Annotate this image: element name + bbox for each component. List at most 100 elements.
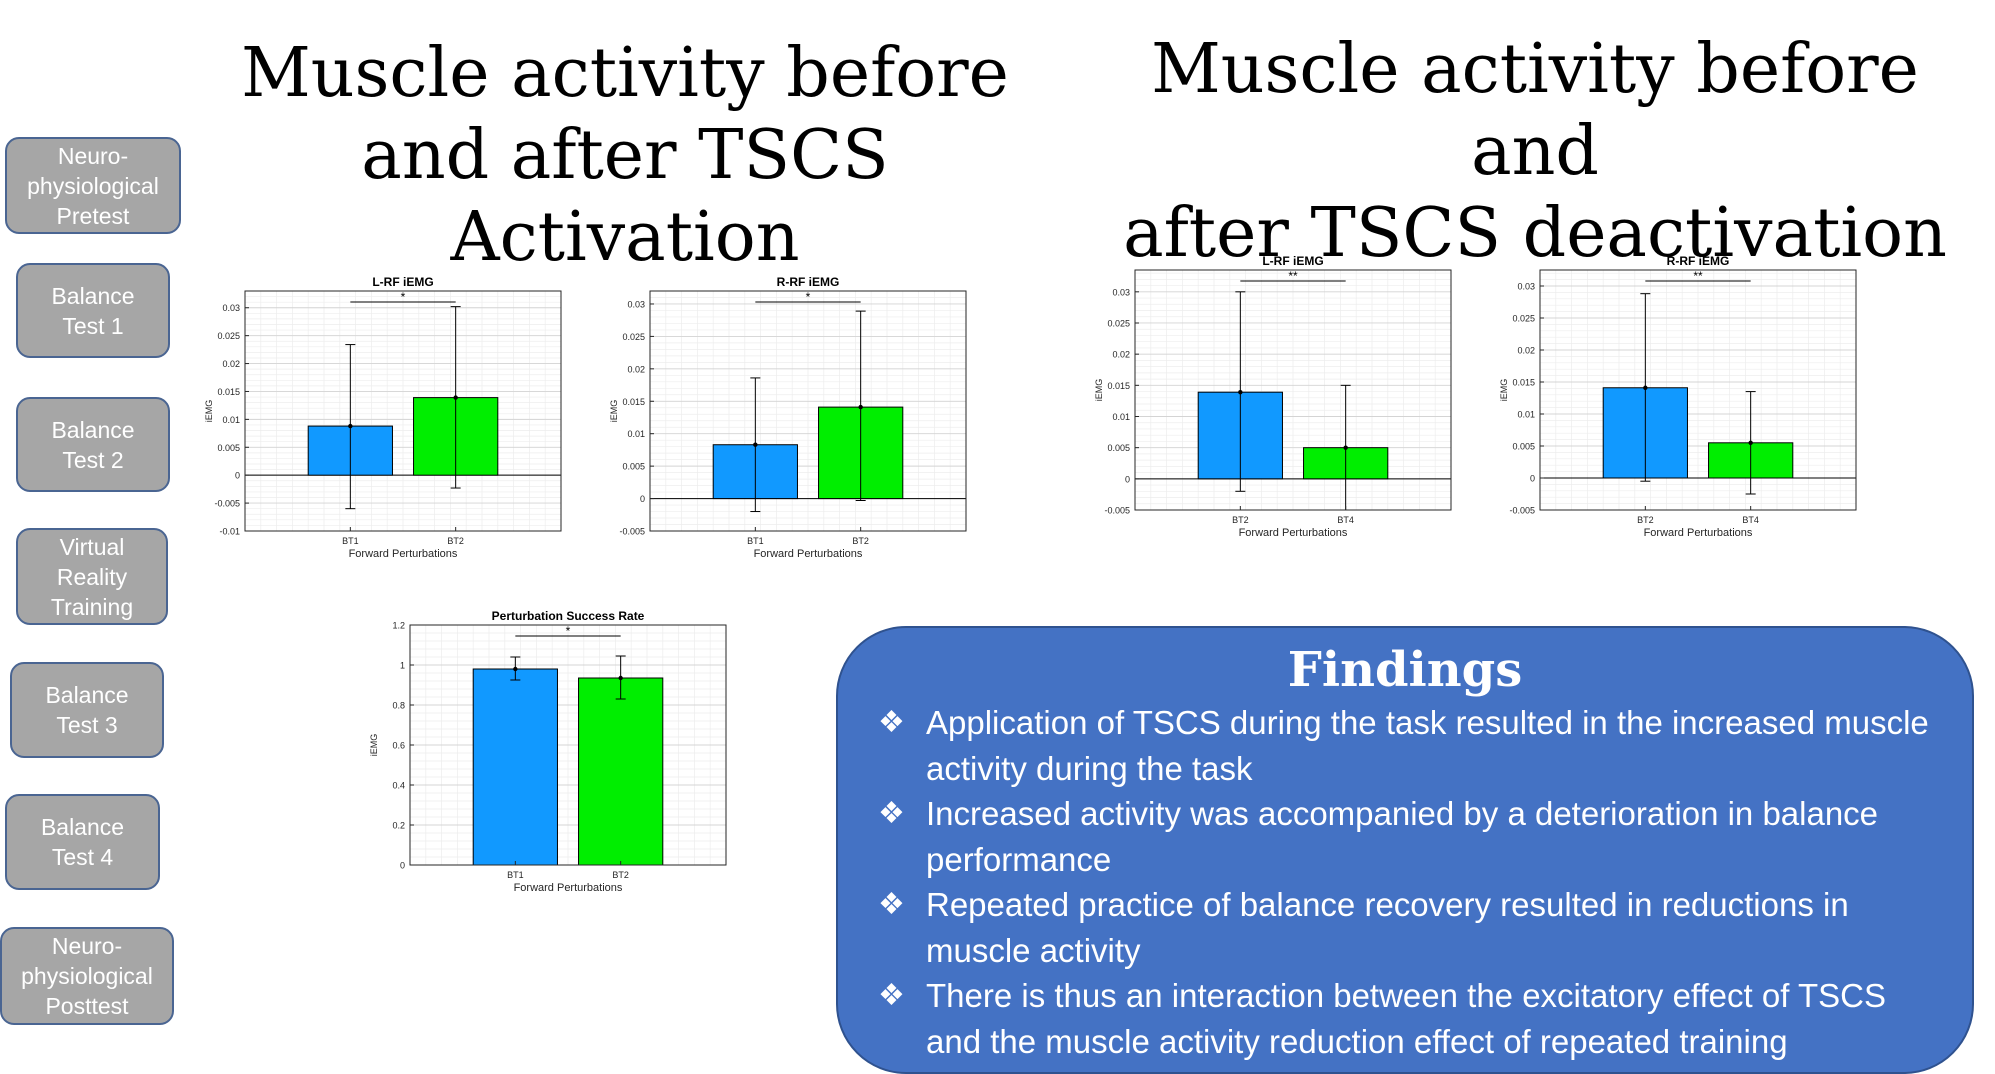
chart-deactivation-l-rf: -0.005 0 0.005 0.01 0.015 0.02 0.025 0.03 BT2 BT4… (1085, 250, 1465, 560)
x-tick-label: BT2 (1232, 515, 1249, 525)
diamond-bullet-icon: ❖ (878, 888, 905, 921)
chart-activation-r-rf: -0.005 0 0.005 0.01 0.015 0.02 0.025 0.03 BT1 BT2… (600, 271, 980, 581)
x-tick-label: BT2 (1637, 515, 1654, 525)
diamond-bullet-icon: ❖ (878, 797, 905, 830)
y-tick-label: -0.005 (1104, 506, 1130, 516)
y-tick-label: 0.2 (392, 821, 405, 831)
y-tick-label: 0.03 (222, 303, 240, 313)
x-tick-label: BT4 (1337, 515, 1354, 525)
chart-title: L-RF iEMG (372, 275, 433, 289)
x-tick-label: BT1 (507, 870, 524, 880)
y-tick-label: 0.005 (217, 443, 240, 453)
title-activation: Muscle activity before and after TSCS Ac… (241, 34, 1009, 277)
step-balance-test-3: Balance Test 3 (10, 662, 164, 758)
y-axis-label: iEMG (204, 400, 214, 423)
significance-marker: * (401, 290, 406, 304)
mean-marker (1748, 440, 1753, 445)
step-label: Balance Test 1 (51, 282, 135, 339)
x-tick-label: BT1 (342, 536, 359, 546)
mean-marker (618, 675, 623, 681)
y-axis-label: iEMG (609, 400, 619, 423)
chart-title: L-RF iEMG (1262, 254, 1323, 268)
chart-activation-l-rf-svg: -0.01 -0.005 0 0.005 0.01 0.015 0.02 0.025 0.03 B… (204, 275, 562, 560)
y-tick-label: 0 (235, 471, 240, 481)
x-tick-label: BT4 (1742, 515, 1759, 525)
y-tick-label: 0 (1125, 474, 1130, 484)
step-neurophysiological-pretest: Neuro- physiological Pretest (5, 137, 181, 234)
chart-perturbation-success-rate-svg: 0 0.2 0.4 0.6 0.8 1 1.2 BT1 BT2 Perturbation Succ… (369, 609, 727, 894)
x-tick-label: BT2 (612, 870, 629, 880)
chart-perturbation-success-rate: 0 0.2 0.4 0.6 0.8 1 1.2 BT1 BT2 Perturbation Succ… (360, 605, 740, 915)
y-tick-label: 0.01 (627, 429, 645, 439)
y-tick-label: 0 (640, 494, 645, 504)
step-label: Balance Test 2 (51, 416, 135, 473)
findings-item: ❖ Increased activity was accompanied by a… (878, 791, 1948, 882)
y-tick-label: -0.005 (1509, 506, 1535, 516)
y-tick-label: -0.005 (214, 499, 240, 509)
axes-box (1539, 269, 1857, 511)
findings-item-text: Application of TSCS during the task resu… (926, 704, 1929, 787)
findings-item: ❖ Application of TSCS during the task res… (878, 700, 1948, 791)
y-axis-label: iEMG (1499, 379, 1509, 402)
y-tick-label: 0.03 (1112, 287, 1130, 297)
x-tick-label: BT2 (447, 536, 464, 546)
y-tick-label: 0.005 (1107, 443, 1130, 453)
findings-title: Findings (1287, 642, 1523, 698)
y-tick-label: 0.01 (222, 415, 240, 425)
step-label: Neuro- physiological Posttest (21, 933, 153, 1019)
mean-marker (753, 442, 758, 447)
y-tick-label: 0.015 (1512, 378, 1535, 388)
chart-deactivation-r-rf: -0.005 0 0.005 0.01 0.015 0.02 0.025 0.03 BT2 BT4… (1490, 250, 1870, 560)
step-neurophysiological-posttest: Neuro- physiological Posttest (0, 927, 174, 1025)
chart-title: R-RF iEMG (777, 275, 840, 289)
findings-item: ❖ There is thus an interaction between th… (878, 973, 1948, 1064)
y-axis-label: iEMG (1094, 379, 1104, 402)
findings-panel: Findings ❖ Application of TSCS during the… (836, 626, 1974, 1074)
chart-activation-r-rf-svg: -0.005 0 0.005 0.01 0.015 0.02 0.025 0.03 BT1 BT2… (609, 275, 967, 560)
chart-activation-l-rf: -0.01 -0.005 0 0.005 0.01 0.015 0.02 0.025 0.03 B… (195, 271, 575, 581)
y-tick-label: -0.005 (619, 527, 645, 537)
chart-deactivation-l-rf-svg: -0.005 0 0.005 0.01 0.015 0.02 0.025 0.03 BT2 BT4… (1094, 254, 1452, 539)
bar (578, 677, 664, 866)
y-tick-label: 0.005 (1512, 442, 1535, 452)
step-label: Virtual Reality Training (50, 533, 134, 620)
mean-marker (858, 404, 863, 410)
significance-marker: ** (1288, 269, 1298, 283)
y-tick-label: 1 (400, 661, 405, 671)
y-tick-label: 0.01 (1112, 412, 1130, 422)
y-tick-label: 0 (400, 861, 405, 871)
chart-title: R-RF iEMG (1667, 254, 1730, 268)
diamond-bullet-icon: ❖ (878, 706, 905, 739)
bar (472, 668, 558, 866)
y-tick-label: 0.015 (1107, 381, 1130, 391)
mean-marker (453, 395, 458, 400)
mean-marker (1343, 445, 1348, 450)
mean-marker (1238, 389, 1243, 395)
step-balance-test-1: Balance Test 1 (16, 263, 170, 358)
x-tick-label: BT2 (852, 536, 869, 546)
step-balance-test-4: Balance Test 4 (5, 794, 160, 890)
y-tick-label: 0.01 (1517, 410, 1535, 420)
findings-item: ❖ Repeated practice of balance recovery r… (878, 882, 1948, 973)
x-axis-label: Forward Perturbations (349, 548, 458, 560)
x-axis-label: Forward Perturbations (1239, 527, 1348, 539)
y-tick-label: 0.4 (392, 781, 405, 791)
y-tick-label: 0.03 (627, 299, 645, 309)
y-axis-label: iEMG (369, 734, 379, 757)
y-tick-label: 0.02 (222, 359, 240, 369)
y-tick-label: 0.015 (217, 387, 240, 397)
y-tick-label: 0.025 (1512, 314, 1535, 324)
y-tick-label: 0.02 (627, 364, 645, 374)
y-tick-label: 0.6 (392, 741, 405, 751)
x-axis-label: Forward Perturbations (754, 548, 863, 560)
y-tick-label: 0.8 (392, 701, 405, 711)
axes-box (1134, 269, 1452, 511)
axes-box (649, 290, 967, 532)
y-tick-label: 0.025 (622, 332, 645, 342)
y-tick-label: 0.025 (1107, 318, 1130, 328)
y-tick-label: 0.03 (1517, 282, 1535, 292)
x-tick-label: BT1 (747, 536, 764, 546)
findings-list: ❖ Application of TSCS during the task res… (878, 700, 1948, 1064)
y-tick-label: -0.01 (219, 527, 240, 537)
y-tick-label: 0.015 (622, 397, 645, 407)
